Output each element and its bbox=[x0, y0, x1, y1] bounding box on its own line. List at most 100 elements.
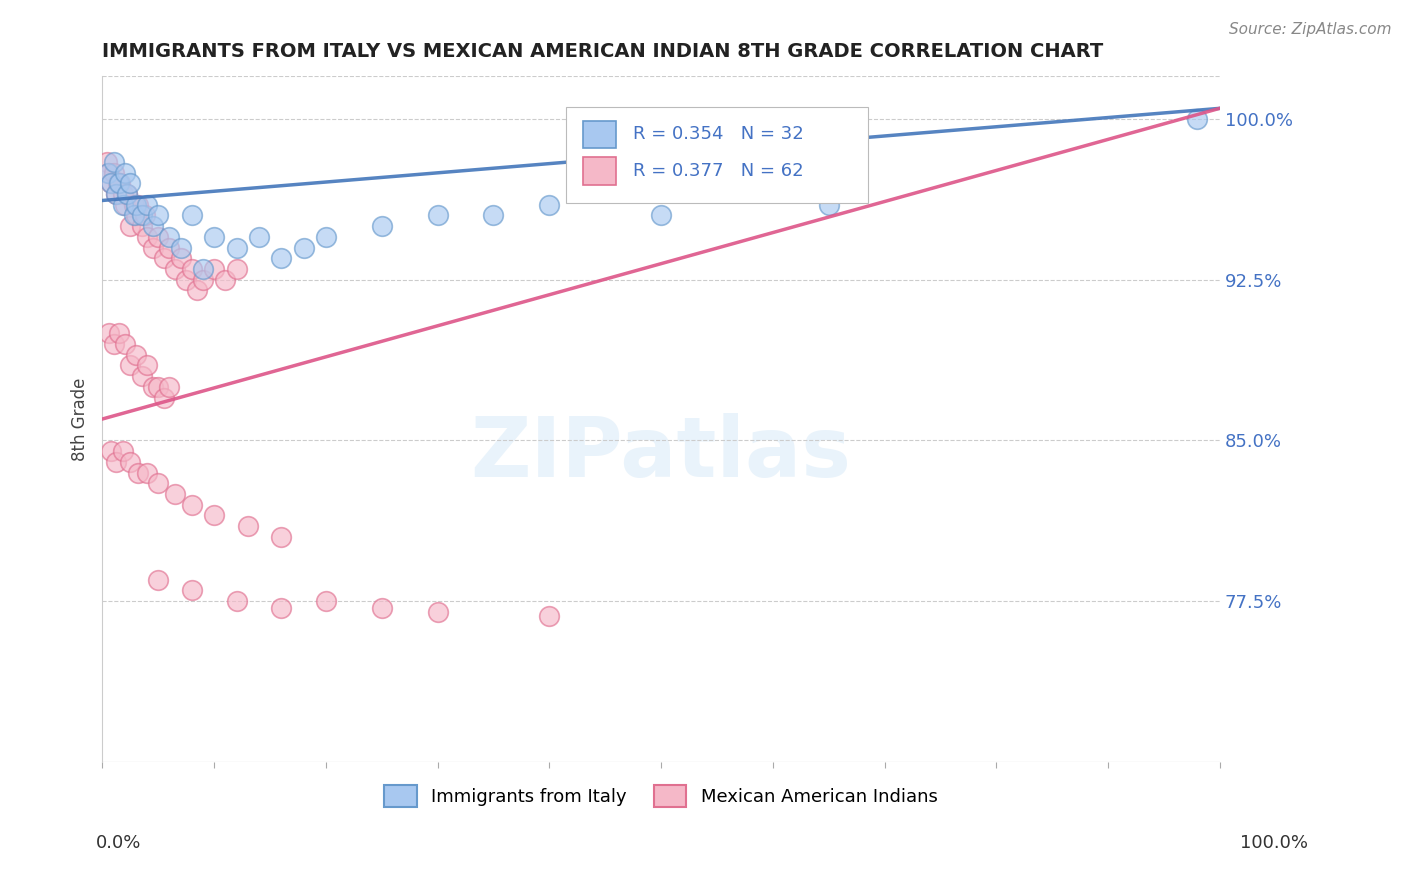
Point bbox=[136, 230, 159, 244]
Point bbox=[169, 252, 191, 266]
Point bbox=[127, 198, 149, 212]
Point bbox=[236, 519, 259, 533]
Point bbox=[225, 262, 247, 277]
Point bbox=[142, 241, 165, 255]
Point bbox=[186, 284, 208, 298]
Point bbox=[159, 380, 181, 394]
Point bbox=[111, 187, 134, 202]
Text: ZIPatlas: ZIPatlas bbox=[471, 413, 852, 494]
Point bbox=[97, 166, 120, 180]
Point bbox=[180, 209, 202, 223]
FancyBboxPatch shape bbox=[583, 157, 616, 185]
Point bbox=[292, 241, 315, 255]
Point bbox=[169, 241, 191, 255]
Point bbox=[122, 198, 145, 212]
Point bbox=[650, 209, 672, 223]
Point bbox=[134, 209, 156, 223]
Point bbox=[159, 230, 181, 244]
Point bbox=[180, 498, 202, 512]
Point bbox=[136, 466, 159, 480]
Point bbox=[114, 198, 136, 212]
Point bbox=[108, 177, 131, 191]
Point bbox=[125, 198, 148, 212]
FancyBboxPatch shape bbox=[567, 107, 868, 203]
Point bbox=[148, 476, 170, 491]
Point bbox=[127, 466, 149, 480]
Point bbox=[131, 209, 153, 223]
Point bbox=[103, 155, 125, 169]
Point bbox=[148, 230, 170, 244]
Point bbox=[371, 600, 394, 615]
Text: IMMIGRANTS FROM ITALY VS MEXICAN AMERICAN INDIAN 8TH GRADE CORRELATION CHART: IMMIGRANTS FROM ITALY VS MEXICAN AMERICA… bbox=[103, 42, 1104, 61]
Point bbox=[120, 455, 142, 469]
Point bbox=[165, 487, 187, 501]
Point bbox=[202, 262, 225, 277]
Point bbox=[125, 209, 148, 223]
Point bbox=[96, 155, 118, 169]
Text: 100.0%: 100.0% bbox=[1240, 834, 1308, 852]
Point bbox=[153, 252, 176, 266]
Point bbox=[371, 219, 394, 234]
Point bbox=[100, 444, 122, 458]
Point bbox=[120, 177, 142, 191]
Point bbox=[148, 573, 170, 587]
Point bbox=[202, 230, 225, 244]
Point bbox=[136, 198, 159, 212]
Point bbox=[131, 219, 153, 234]
Point bbox=[110, 177, 132, 191]
Point bbox=[114, 166, 136, 180]
Point bbox=[315, 230, 337, 244]
Point bbox=[538, 609, 561, 624]
Point bbox=[180, 262, 202, 277]
Point bbox=[103, 337, 125, 351]
Point bbox=[482, 209, 505, 223]
Y-axis label: 8th Grade: 8th Grade bbox=[72, 377, 89, 460]
Point bbox=[191, 262, 214, 277]
Point bbox=[270, 530, 292, 544]
Point bbox=[191, 273, 214, 287]
Point bbox=[115, 187, 138, 202]
Point bbox=[142, 219, 165, 234]
Point bbox=[115, 187, 138, 202]
Point bbox=[538, 198, 561, 212]
Point bbox=[153, 391, 176, 405]
Point bbox=[98, 166, 121, 180]
Point bbox=[100, 177, 122, 191]
Point bbox=[159, 241, 181, 255]
Point bbox=[174, 273, 197, 287]
Point bbox=[180, 583, 202, 598]
Point bbox=[148, 380, 170, 394]
Point bbox=[120, 219, 142, 234]
Point bbox=[1187, 112, 1209, 126]
Point bbox=[125, 348, 148, 362]
Point bbox=[107, 177, 129, 191]
Point bbox=[148, 209, 170, 223]
Point bbox=[225, 594, 247, 608]
Point bbox=[104, 455, 127, 469]
Point bbox=[104, 187, 127, 202]
Point bbox=[103, 166, 125, 180]
FancyBboxPatch shape bbox=[583, 120, 616, 148]
Point bbox=[111, 444, 134, 458]
Legend: Immigrants from Italy, Mexican American Indians: Immigrants from Italy, Mexican American … bbox=[377, 778, 945, 814]
Text: Source: ZipAtlas.com: Source: ZipAtlas.com bbox=[1229, 22, 1392, 37]
Point bbox=[136, 359, 159, 373]
Point bbox=[202, 508, 225, 523]
Point bbox=[247, 230, 270, 244]
Point bbox=[111, 198, 134, 212]
Text: 0.0%: 0.0% bbox=[96, 834, 141, 852]
Text: R = 0.354   N = 32: R = 0.354 N = 32 bbox=[633, 126, 804, 144]
Point bbox=[120, 359, 142, 373]
Point bbox=[214, 273, 236, 287]
Point bbox=[426, 605, 449, 619]
Point bbox=[131, 369, 153, 384]
Point bbox=[165, 262, 187, 277]
Point bbox=[122, 209, 145, 223]
Point bbox=[426, 209, 449, 223]
Point bbox=[114, 337, 136, 351]
Text: R = 0.377   N = 62: R = 0.377 N = 62 bbox=[633, 161, 804, 180]
Point bbox=[98, 326, 121, 341]
Point bbox=[817, 198, 839, 212]
Point bbox=[225, 241, 247, 255]
Point bbox=[315, 594, 337, 608]
